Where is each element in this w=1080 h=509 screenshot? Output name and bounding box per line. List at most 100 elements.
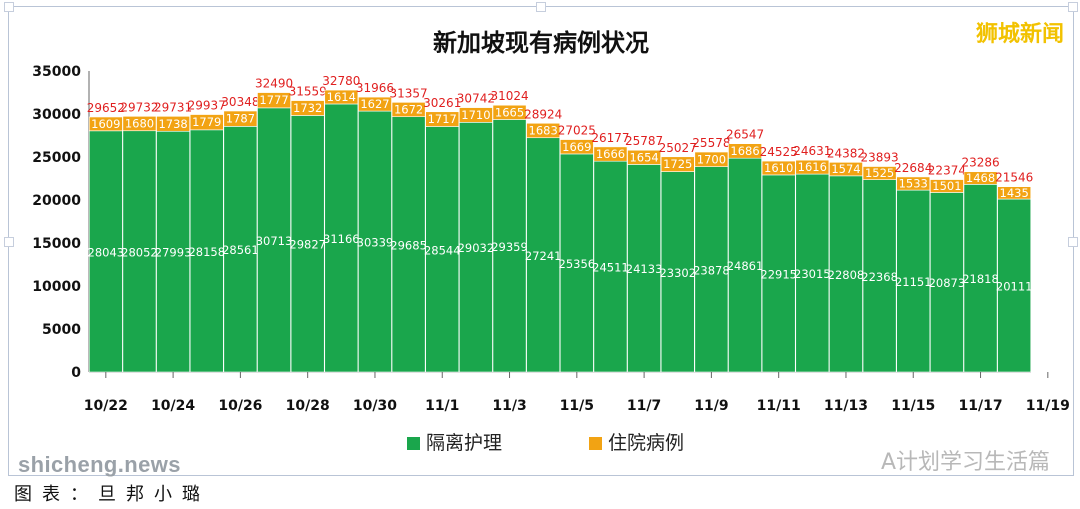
- x-tick-label: 11/5: [560, 398, 594, 414]
- bar-hospital: [257, 92, 291, 109]
- label-isolation: 28052: [121, 245, 158, 259]
- label-hospital: 1665: [495, 105, 524, 119]
- label-total: 22374: [928, 164, 966, 178]
- bar-hospital: [559, 139, 594, 155]
- bar-isolation: [728, 157, 762, 373]
- label-total: 29731: [154, 100, 192, 114]
- label-total: 29652: [87, 101, 125, 115]
- resize-handle-left[interactable]: [4, 237, 14, 247]
- y-tick-label: 5000: [42, 322, 81, 338]
- label-hospital: 1435: [1000, 186, 1029, 200]
- bar-isolation: [761, 174, 796, 373]
- brand-watermark: 狮城新闻: [975, 22, 1064, 47]
- label-total: 25027: [659, 141, 697, 155]
- resize-handle-top-right[interactable]: [1068, 2, 1078, 12]
- label-hospital: 1609: [91, 117, 120, 131]
- bar-isolation: [963, 184, 998, 373]
- label-hospital: 1533: [899, 177, 928, 191]
- bar-isolation: [391, 116, 426, 373]
- label-total: 29937: [188, 99, 226, 113]
- y-tick-label: 20000: [32, 193, 81, 209]
- label-hospital: 1683: [529, 123, 558, 137]
- bar-isolation: [492, 119, 527, 373]
- label-hospital: 1616: [798, 160, 827, 174]
- bar-isolation: [459, 122, 493, 373]
- bar-hospital: [492, 104, 527, 120]
- resize-handle-top[interactable]: [536, 2, 546, 12]
- bar-hospital: [593, 146, 628, 162]
- bar-isolation: [930, 192, 964, 373]
- label-isolation: 29359: [491, 240, 528, 254]
- label-total: 26547: [726, 128, 764, 142]
- label-hospital: 1654: [629, 150, 658, 164]
- label-total: 28924: [524, 107, 562, 121]
- bar-hospital: [156, 116, 190, 132]
- x-tick-label: 10/30: [353, 398, 397, 414]
- bar-hospital: [88, 116, 123, 132]
- label-hospital: 1738: [158, 117, 187, 131]
- label-hospital: 1686: [730, 144, 759, 158]
- x-tick-label: 11/15: [891, 398, 935, 414]
- bar-hospital: [997, 186, 1032, 200]
- label-isolation: 20111: [996, 280, 1033, 294]
- resize-handle-top-left[interactable]: [4, 2, 14, 12]
- bar-hospital: [930, 179, 964, 193]
- bar-hospital: [391, 102, 426, 118]
- label-hospital: 1501: [932, 179, 961, 193]
- label-hospital: 1525: [865, 166, 894, 180]
- label-isolation: 23878: [693, 263, 730, 277]
- x-tick-label: 11/1: [425, 398, 459, 414]
- bar-hospital: [896, 176, 931, 191]
- bar-hospital: [829, 162, 863, 177]
- label-hospital: 1777: [259, 93, 288, 107]
- resize-handle-right[interactable]: [1068, 237, 1078, 247]
- label-hospital: 1610: [764, 161, 793, 175]
- legend-swatch-hospital: [589, 437, 602, 450]
- bar-hospital: [425, 111, 460, 127]
- label-total: 24382: [827, 146, 865, 160]
- label-isolation: 30339: [357, 236, 394, 250]
- bar-isolation: [829, 175, 863, 373]
- bar-hospital: [459, 107, 493, 123]
- chart-frame: 新加坡现有病例状况 0 5000 10000 15000 20000 25000 30000 3…: [4, 2, 1078, 476]
- label-isolation: 29827: [289, 238, 326, 252]
- label-isolation: 21151: [895, 275, 932, 289]
- label-total: 21546: [995, 171, 1033, 185]
- label-hospital: 1680: [125, 117, 154, 131]
- bar-hospital: [223, 110, 258, 127]
- bar-hospital: [290, 100, 325, 116]
- x-tick-label: 10/24: [151, 398, 195, 414]
- label-isolation: 25356: [559, 257, 596, 271]
- x-tick-label: 11/19: [1026, 398, 1070, 414]
- bar-hospital: [660, 156, 695, 172]
- bar-isolation: [358, 110, 392, 373]
- bar-isolation: [862, 179, 897, 373]
- label-isolation: 27993: [155, 246, 192, 260]
- bar-isolation: [189, 129, 224, 373]
- x-tick-label: 10/28: [286, 398, 330, 414]
- label-isolation: 29032: [458, 241, 495, 255]
- bar-hospital: [324, 89, 359, 105]
- label-total: 30742: [457, 92, 495, 106]
- wechat-watermark: A计划学习生活篇: [880, 450, 1050, 475]
- bar-isolation: [88, 130, 123, 373]
- x-tick-label: 11/9: [694, 398, 728, 414]
- label-total: 25787: [625, 134, 663, 148]
- legend-label-isolation: 隔离护理: [426, 432, 502, 454]
- x-tick-label: 11/3: [492, 398, 526, 414]
- label-isolation: 23302: [659, 266, 696, 280]
- label-isolation: 30713: [256, 234, 293, 248]
- bar-isolation: [593, 160, 628, 373]
- label-total: 32780: [322, 74, 360, 88]
- y-tick-label: 25000: [32, 150, 81, 166]
- bar-hospital: [189, 114, 224, 131]
- label-hospital: 1732: [293, 101, 322, 115]
- legend-label-hospital: 住院病例: [608, 432, 684, 454]
- chart-canvas: 新加坡现有病例状况 0 5000 10000 15000 20000 25000 30000 3…: [32, 29, 1070, 454]
- site-watermark: shicheng.news: [18, 452, 181, 477]
- bar-isolation: [526, 137, 561, 373]
- bar-isolation: [425, 126, 460, 373]
- label-isolation: 20873: [929, 276, 966, 290]
- label-isolation: 28561: [222, 243, 259, 257]
- label-isolation: 28043: [88, 245, 125, 259]
